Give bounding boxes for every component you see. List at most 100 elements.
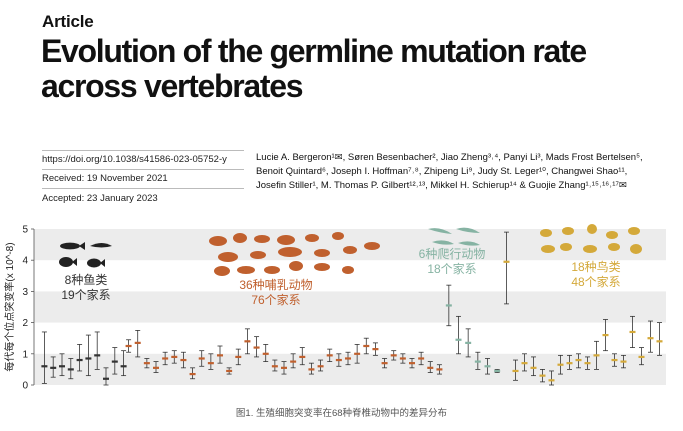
data-point (41, 365, 48, 368)
data-point (455, 338, 462, 341)
data-point (59, 365, 65, 368)
doi-link[interactable]: https://doi.org/10.1038/s41586-023-05752… (42, 154, 227, 165)
group-label-reptiles: 6种爬行动物 18个家系 (419, 247, 486, 276)
data-point (253, 346, 260, 349)
data-point (143, 362, 150, 365)
data-point (120, 365, 127, 368)
data-point (262, 352, 269, 355)
bird-silhouette-icons (540, 224, 642, 254)
meta-divider (42, 188, 244, 189)
data-point (111, 360, 118, 363)
data-point (335, 358, 342, 362)
data-point (308, 368, 315, 371)
data-point (85, 357, 92, 360)
data-point (299, 355, 306, 359)
data-point (271, 365, 278, 368)
group-label-line: 18个家系 (427, 261, 476, 276)
data-point (484, 365, 491, 368)
data-point (521, 362, 528, 365)
data-point (620, 360, 627, 363)
data-point (317, 365, 324, 368)
group-label-line: 18种鸟类 (571, 259, 620, 274)
data-point (189, 372, 196, 376)
y-tick-label: 5 (22, 225, 28, 236)
data-point (244, 340, 251, 343)
data-point (629, 330, 636, 334)
y-tick-label: 4 (22, 256, 28, 267)
article-title: Evolution of the germline mutation rate … (41, 34, 661, 104)
data-point (354, 352, 361, 355)
article-kicker: Article (42, 12, 94, 31)
data-point (134, 341, 141, 344)
y-axis-label: 每代每个位点突变率(x 10^-8) (3, 242, 16, 371)
data-point (235, 355, 242, 359)
group-label-line: 19个家系 (61, 287, 110, 302)
data-point (67, 368, 74, 371)
data-point (494, 369, 501, 373)
accepted-date: Accepted: 23 January 2023 (42, 193, 158, 204)
group-label-line: 48个家系 (571, 274, 620, 289)
data-point (611, 358, 618, 362)
data-point (418, 357, 425, 360)
data-point (162, 357, 169, 360)
data-point (436, 368, 443, 371)
author-line: Josefin Stiller¹, M. Thomas P. Gilbert¹²… (256, 180, 627, 191)
data-point (76, 358, 83, 362)
data-point (548, 379, 555, 382)
y-axis: 0 1 2 3 4 5 (22, 225, 35, 392)
data-point (647, 337, 654, 340)
group-label-line: 76个家系 (251, 292, 300, 307)
meta-divider (42, 169, 244, 170)
data-point (326, 354, 333, 357)
data-point (638, 355, 645, 359)
y-tick-label: 2 (22, 318, 28, 329)
data-point (153, 366, 159, 369)
received-date: Received: 19 November 2021 (42, 173, 168, 184)
data-point (207, 362, 214, 365)
data-point (381, 362, 388, 365)
data-point (171, 355, 178, 359)
data-point (566, 362, 573, 365)
data-point (290, 360, 297, 363)
data-point (427, 366, 434, 369)
title-line-1: Evolution of the germline mutation rate (41, 33, 587, 69)
data-point (372, 348, 379, 351)
grid-band (34, 229, 666, 261)
author-line: Benoit Quintard⁶, Joseph I. Hoffman⁷˒⁸, … (256, 166, 628, 177)
data-point (217, 354, 223, 357)
data-point (503, 260, 510, 263)
data-point (198, 357, 205, 360)
group-label-birds: 18种鸟类 48个家系 (571, 259, 620, 289)
y-tick-label: 1 (22, 349, 28, 360)
data-point (125, 344, 132, 348)
title-line-2: across vertebrates (41, 68, 304, 104)
grid-band (34, 291, 666, 323)
mutation-rate-chart: 0 1 2 3 4 5 每代每个位点突变率(x 10^-8) (3, 224, 666, 392)
meta-divider (42, 150, 244, 151)
data-point (530, 366, 537, 369)
data-point (345, 357, 351, 360)
author-line: Lucie A. Bergeron¹✉, Søren Besenbacher²,… (256, 152, 643, 163)
data-point (50, 366, 57, 369)
group-label-line: 36种哺乳动物 (239, 278, 312, 292)
reptile-silhouette-icons (428, 227, 480, 246)
author-list: Lucie A. Bergeron¹✉, Søren Besenbacher²,… (256, 151, 656, 193)
data-point (474, 360, 481, 363)
data-point (656, 340, 663, 343)
data-point (103, 377, 109, 380)
data-marks (41, 231, 663, 386)
y-tick-label: 3 (22, 287, 28, 298)
data-point (557, 363, 564, 366)
data-point (512, 369, 519, 373)
data-point (363, 344, 370, 348)
figure-caption: 图1. 生殖细胞突变率在68种脊椎动物中的差异分布 (235, 408, 448, 419)
data-point (593, 354, 600, 357)
data-point (409, 362, 415, 365)
group-label-line: 6种爬行动物 (419, 247, 486, 261)
fish-silhouette-icons (59, 242, 112, 268)
data-point (575, 358, 582, 362)
y-tick-label: 0 (22, 381, 28, 392)
group-label-mammals: 36种哺乳动物 76个家系 (239, 278, 312, 307)
data-point (180, 358, 187, 362)
data-point (445, 304, 452, 307)
